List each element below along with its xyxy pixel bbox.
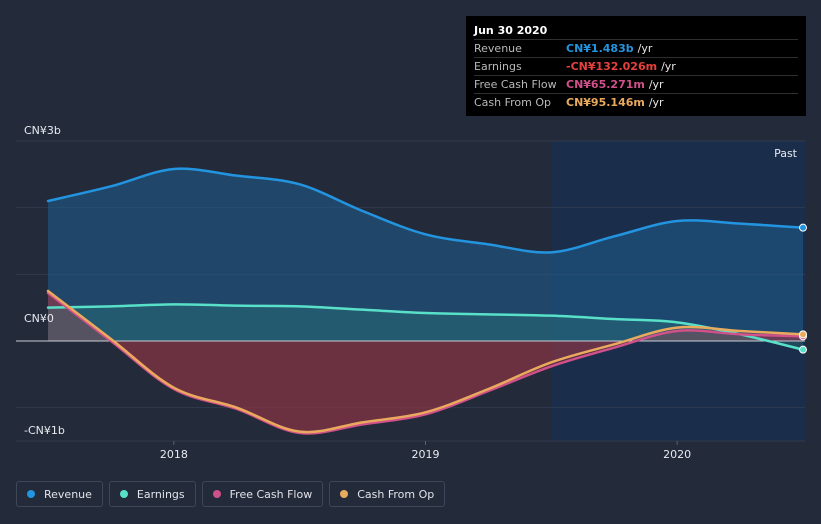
tooltip-date: Jun 30 2020 bbox=[474, 24, 548, 37]
tooltip-value: CN¥65.271m bbox=[566, 78, 645, 91]
legend-dot-icon bbox=[340, 490, 349, 498]
end-point-earnings bbox=[799, 345, 807, 354]
area-earnings bbox=[48, 304, 803, 350]
legend-dot-icon bbox=[27, 490, 35, 498]
legend-item-cash-from-op[interactable]: Cash From Op bbox=[329, 481, 446, 507]
legend-item-earnings[interactable]: Earnings bbox=[108, 481, 196, 507]
tooltip-unit: /yr bbox=[648, 96, 664, 109]
past-label: Past bbox=[774, 147, 798, 160]
tooltip-label: Earnings bbox=[474, 60, 522, 73]
area-revenue bbox=[48, 168, 803, 341]
tooltip-row-cash-from-op: Cash From Op CN¥95.146m /yr bbox=[474, 93, 798, 111]
tooltip-label: Revenue bbox=[474, 42, 522, 55]
series-line-cash-from-op bbox=[46, 289, 805, 434]
legend-dot-icon bbox=[212, 490, 221, 498]
chart-legend: Revenue Earnings Free Cash Flow Cash Fro… bbox=[16, 481, 446, 507]
tooltip-row-earnings: Earnings -CN¥132.026m /yr bbox=[474, 57, 798, 75]
legend-item-free-cash-flow[interactable]: Free Cash Flow bbox=[201, 481, 324, 507]
data-tooltip: Jun 30 2020 Revenue CN¥1.483b /yr Earnin… bbox=[466, 16, 806, 116]
tooltip-label: Free Cash Flow bbox=[474, 78, 557, 91]
tooltip-row-revenue: Revenue CN¥1.483b /yr bbox=[474, 39, 798, 57]
tooltip-unit: /yr bbox=[637, 42, 653, 55]
legend-label: Revenue bbox=[44, 487, 92, 501]
y-label-top: CN¥3b bbox=[24, 124, 61, 137]
y-label-zero: CN¥0 bbox=[24, 312, 54, 325]
end-point-revenue bbox=[799, 223, 807, 232]
series-line-earnings bbox=[46, 303, 805, 351]
end-point-cash-from-op bbox=[799, 330, 807, 339]
legend-label: Cash From Op bbox=[357, 487, 435, 501]
legend-item-revenue[interactable]: Revenue bbox=[16, 481, 103, 507]
tooltip-value: CN¥1.483b bbox=[566, 42, 634, 55]
area-free-cash-flow bbox=[48, 293, 803, 434]
legend-label: Earnings bbox=[136, 487, 185, 501]
series-line-revenue bbox=[46, 167, 805, 254]
legend-label: Free Cash Flow bbox=[229, 487, 313, 501]
tooltip-row-free-cash-flow: Free Cash Flow CN¥65.271m /yr bbox=[474, 75, 798, 93]
y-label-bottom: -CN¥1b bbox=[24, 424, 65, 437]
x-tick-label: 2019 bbox=[412, 448, 440, 461]
x-tick-label: 2018 bbox=[160, 448, 188, 461]
tooltip-unit: /yr bbox=[661, 60, 676, 73]
tooltip-label: Cash From Op bbox=[474, 96, 552, 109]
tooltip-value: -CN¥132.026m bbox=[566, 60, 658, 73]
legend-dot-icon bbox=[119, 490, 128, 498]
x-tick-label: 2020 bbox=[663, 448, 691, 461]
tooltip-unit: /yr bbox=[648, 78, 664, 91]
tooltip-value: CN¥95.146m bbox=[566, 96, 645, 109]
area-cash-from-op bbox=[48, 291, 803, 433]
